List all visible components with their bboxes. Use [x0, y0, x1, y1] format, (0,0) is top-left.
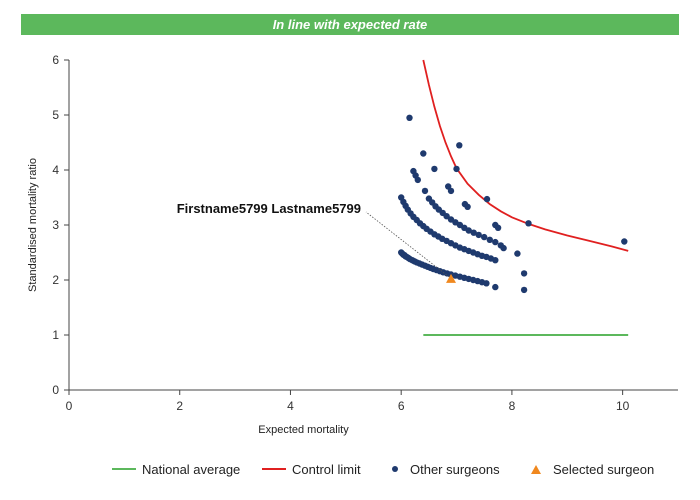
- axes: 0 1 2 3 4 5 6 0 2 4 6 8 10: [52, 53, 678, 413]
- chart-marks: [365, 59, 629, 336]
- other-surgeon-point: [447, 187, 455, 195]
- y-tick-label: 3: [52, 218, 59, 232]
- x-tick-label: 10: [616, 399, 630, 413]
- other-surgeon-point: [406, 114, 413, 122]
- other-surgeon-point: [483, 280, 490, 287]
- other-surgeon-point: [500, 244, 507, 252]
- other-surgeon-point: [514, 250, 521, 257]
- legend-item-control-limit[interactable]: Control limit: [262, 458, 361, 480]
- legend-label-national-average: National average: [142, 461, 241, 477]
- other-surgeon-point: [520, 270, 528, 277]
- x-axis-title: Expected mortality: [258, 424, 349, 436]
- other-surgeon-point: [621, 238, 628, 245]
- other-surgeon-point: [443, 213, 450, 220]
- status-banner-text: In line with expected rate: [272, 17, 428, 32]
- other-surgeon-point: [475, 231, 482, 239]
- x-tick-label: 4: [287, 399, 294, 413]
- y-axis-title: Standardised mortality ratio: [27, 158, 39, 292]
- other-surgeon-point: [520, 286, 528, 294]
- y-tick-label: 2: [52, 273, 59, 287]
- other-surgeon-point: [431, 165, 438, 173]
- x-tick-label: 0: [66, 399, 73, 413]
- other-surgeon-point: [420, 150, 427, 157]
- chart-legend: National average Control limit Other sur…: [0, 458, 700, 480]
- other-surgeon-point: [456, 142, 463, 149]
- status-banner: In line with expected rate: [21, 14, 679, 35]
- other-surgeon-point: [481, 233, 488, 241]
- legend-item-selected-surgeon[interactable]: Selected surgeon: [529, 458, 654, 480]
- x-tick-label: 2: [176, 399, 183, 413]
- other-surgeon-point: [492, 283, 499, 291]
- scatter-chart: 0 1 2 3 4 5 6 0 2 4 6 8 10 Expected mortality Standa…: [27, 53, 678, 436]
- y-tick-label: 6: [52, 53, 59, 67]
- other-surgeon-point: [492, 238, 499, 246]
- legend-label-control-limit: Control limit: [292, 461, 361, 477]
- legend-label-selected-surgeon: Selected surgeon: [553, 461, 655, 477]
- other-surgeon-point: [414, 176, 421, 184]
- legend-label-other-surgeons: Other surgeons: [410, 461, 500, 477]
- other-surgeon-point: [494, 224, 502, 231]
- annotation-leader-line: [365, 211, 450, 278]
- y-tick-label: 1: [52, 328, 59, 342]
- y-tick-label: 4: [52, 163, 59, 177]
- other-surgeon-point: [465, 227, 472, 234]
- other-surgeon-point: [464, 203, 471, 210]
- other-surgeon-point: [525, 220, 532, 227]
- legend-item-national-average[interactable]: National average: [112, 458, 240, 480]
- selected-surgeon-swatch: [531, 464, 541, 474]
- national-average-swatch: [112, 468, 136, 470]
- other-surgeon-point: [483, 195, 491, 203]
- other-surgeons-swatch: [392, 466, 398, 472]
- other-surgeon-point: [453, 165, 460, 173]
- y-tick-label: 5: [52, 108, 59, 122]
- selected-surgeon-marker: [446, 273, 457, 283]
- control-limit-swatch: [262, 468, 286, 470]
- y-tick-label: 0: [52, 383, 59, 397]
- other-surgeon-point: [492, 257, 499, 264]
- selected-surgeon-annotation: Firstname5799 Lastname5799: [177, 201, 361, 216]
- other-surgeon-point: [486, 236, 493, 243]
- legend-item-other-surgeons[interactable]: Other surgeons: [390, 458, 500, 480]
- x-tick-label: 8: [509, 399, 516, 413]
- x-tick-label: 6: [398, 399, 405, 413]
- other-surgeon-point: [421, 187, 429, 195]
- other-surgeon-point: [470, 229, 477, 236]
